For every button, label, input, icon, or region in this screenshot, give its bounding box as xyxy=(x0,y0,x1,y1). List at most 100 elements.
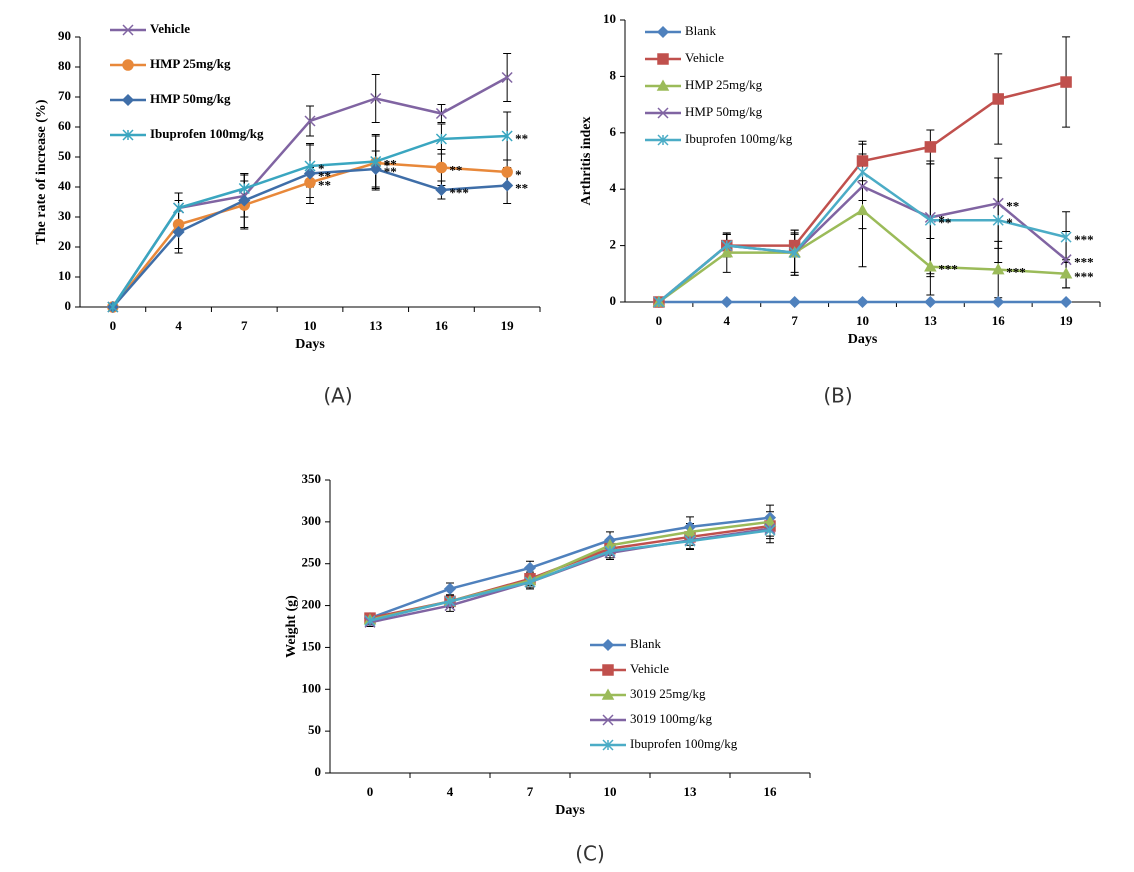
legend-label: Ibuprofen 100mg/kg xyxy=(150,126,264,141)
significance-label: *** xyxy=(1074,255,1094,270)
marker xyxy=(992,295,1005,309)
y-tick-label: 2 xyxy=(610,237,617,252)
x-tick-label: 10 xyxy=(856,313,869,328)
marker xyxy=(435,183,448,197)
x-tick-label: 13 xyxy=(684,784,698,799)
x-tick-label: 19 xyxy=(1060,313,1074,328)
marker xyxy=(856,155,869,167)
marker xyxy=(992,214,1004,226)
y-tick-label: 30 xyxy=(58,208,71,223)
marker xyxy=(435,133,447,145)
legend-label: HMP 50mg/kg xyxy=(150,91,231,106)
marker xyxy=(1060,231,1072,243)
x-axis-label: Days xyxy=(848,332,878,347)
marker xyxy=(107,301,119,313)
marker xyxy=(764,524,776,536)
marker xyxy=(501,130,513,142)
marker xyxy=(523,561,537,574)
legend-label: Vehicle xyxy=(685,50,724,65)
marker xyxy=(656,25,670,39)
x-tick-label: 4 xyxy=(175,318,182,333)
significance-label: * xyxy=(318,161,325,176)
y-axis-label: Weight (g) xyxy=(284,595,299,658)
y-tick-label: 20 xyxy=(58,238,71,253)
marker xyxy=(683,525,697,537)
significance-label: ** xyxy=(449,162,462,177)
x-tick-label: 4 xyxy=(724,313,731,328)
x-axis-label: Days xyxy=(295,337,325,352)
y-tick-label: 80 xyxy=(58,58,71,73)
y-tick-label: 10 xyxy=(603,11,616,26)
marker xyxy=(789,247,801,259)
series-line xyxy=(369,516,771,620)
marker xyxy=(1059,267,1073,279)
significance-label: * xyxy=(1006,215,1013,230)
y-tick-label: 0 xyxy=(610,293,617,308)
y-tick-label: 10 xyxy=(58,268,71,283)
marker xyxy=(992,197,1004,209)
marker xyxy=(443,582,457,595)
marker xyxy=(435,107,447,120)
x-tick-label: 10 xyxy=(304,318,317,333)
significance-label: ** xyxy=(318,177,331,192)
marker xyxy=(657,53,669,65)
marker xyxy=(1060,254,1072,266)
y-tick-label: 50 xyxy=(308,722,321,737)
y-tick-label: 0 xyxy=(315,764,322,779)
y-tick-label: 50 xyxy=(58,148,71,163)
significance-label: ** xyxy=(938,215,951,230)
y-tick-label: 0 xyxy=(65,298,72,313)
legend-label: Blank xyxy=(630,636,662,651)
significance-label: ** xyxy=(1006,198,1019,213)
x-tick-label: 7 xyxy=(241,318,248,333)
marker xyxy=(121,93,135,107)
x-tick-label: 19 xyxy=(501,318,515,333)
y-tick-label: 4 xyxy=(610,180,617,195)
marker xyxy=(992,93,1004,105)
marker xyxy=(370,92,382,105)
significance-label: *** xyxy=(449,185,469,200)
marker xyxy=(653,296,665,308)
significance-label: * xyxy=(515,167,522,182)
marker xyxy=(304,115,316,127)
y-axis-label: Arthritis index xyxy=(579,116,594,205)
marker xyxy=(856,166,869,178)
x-tick-label: 7 xyxy=(791,313,798,328)
y-tick-label: 200 xyxy=(302,597,322,612)
legend-label: HMP 25mg/kg xyxy=(150,56,231,71)
marker xyxy=(684,535,696,547)
marker xyxy=(122,24,134,36)
series-line xyxy=(369,527,771,624)
marker xyxy=(1060,295,1073,309)
x-tick-label: 16 xyxy=(992,313,1006,328)
marker xyxy=(1060,76,1072,88)
significance-label: *** xyxy=(938,262,958,277)
significance-label: ** xyxy=(384,164,397,179)
marker xyxy=(364,615,376,627)
y-tick-label: 60 xyxy=(58,118,71,133)
y-tick-label: 100 xyxy=(302,680,322,695)
marker xyxy=(720,295,733,309)
marker xyxy=(856,295,869,309)
marker xyxy=(238,194,251,207)
legend-label: 3019 25mg/kg xyxy=(630,686,706,701)
significance-label: *** xyxy=(1074,269,1094,284)
marker xyxy=(720,246,734,258)
y-axis-label: The rate of increase (%) xyxy=(34,99,49,244)
series-line xyxy=(369,524,771,620)
y-tick-label: 40 xyxy=(58,178,71,193)
marker xyxy=(435,161,448,174)
marker xyxy=(602,739,614,751)
x-tick-label: 0 xyxy=(110,318,117,333)
marker xyxy=(501,179,514,192)
y-tick-label: 90 xyxy=(58,28,71,43)
y-tick-label: 8 xyxy=(610,67,617,82)
marker xyxy=(238,182,250,195)
significance-label: ** xyxy=(515,131,528,146)
marker xyxy=(501,166,513,178)
legend-label: HMP 50mg/kg xyxy=(685,104,763,119)
marker xyxy=(601,688,615,700)
marker xyxy=(604,545,616,557)
legend-label: Vehicle xyxy=(630,661,669,676)
